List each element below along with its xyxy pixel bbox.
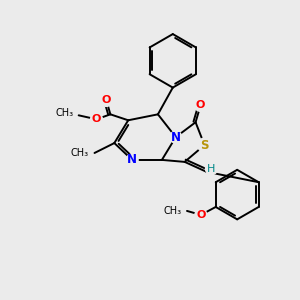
Text: N: N [127, 153, 137, 167]
Text: N: N [171, 130, 181, 144]
Text: O: O [92, 114, 101, 124]
Text: O: O [196, 100, 205, 110]
Text: H: H [207, 164, 216, 174]
Circle shape [195, 209, 207, 221]
Circle shape [195, 100, 206, 111]
Text: CH₃: CH₃ [164, 206, 182, 216]
Text: O: O [102, 95, 111, 106]
Circle shape [206, 163, 218, 175]
Circle shape [170, 131, 182, 143]
Text: CH₃: CH₃ [56, 108, 74, 118]
Circle shape [91, 113, 102, 125]
Text: O: O [196, 210, 206, 220]
Circle shape [100, 94, 112, 106]
Text: CH₃: CH₃ [70, 148, 88, 158]
Circle shape [126, 154, 138, 166]
Circle shape [198, 138, 212, 152]
Text: S: S [200, 139, 209, 152]
